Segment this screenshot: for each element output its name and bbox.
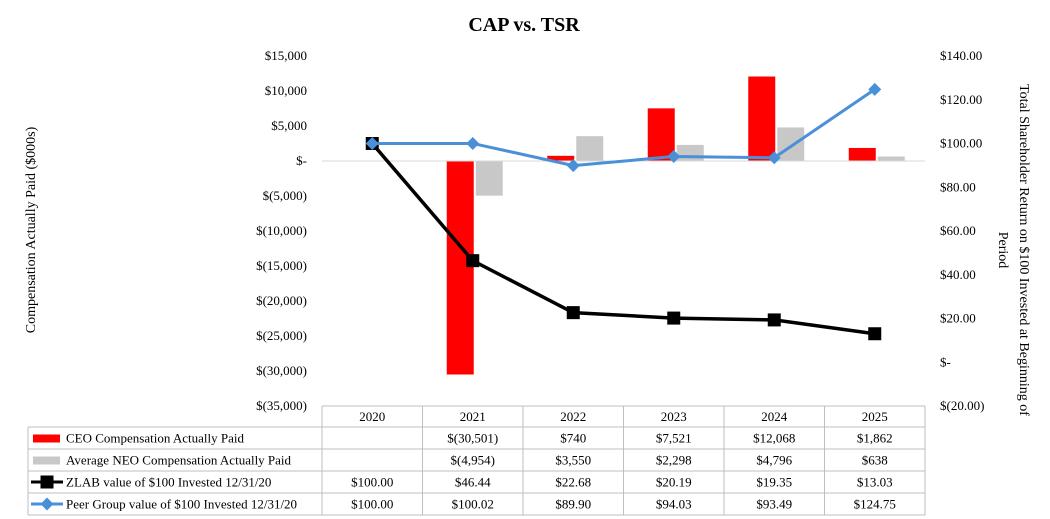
table-cell-value: $638 <box>862 453 888 468</box>
ceo-cap-bar <box>547 155 575 161</box>
table-cell-value: $89.90 <box>555 497 591 512</box>
neo-cap-bar <box>777 127 805 161</box>
right-tick-label: $100.00 <box>940 136 982 151</box>
table-cell-value: $1,862 <box>857 431 893 446</box>
table-cell-value: $100.02 <box>452 497 494 512</box>
right-axis-title-line1: Total Shareholder Return on $100 Investe… <box>1016 84 1031 416</box>
zlab-tsr-point <box>466 254 480 268</box>
right-tick-label: $60.00 <box>940 223 976 238</box>
table-cell-value: $124.75 <box>854 497 896 512</box>
legend-key-marker <box>40 497 54 511</box>
table-cell-value: $20.19 <box>656 475 692 490</box>
zlab-tsr-point <box>868 327 882 341</box>
table-cell-value: $3,550 <box>555 453 591 468</box>
peer-tsr-point <box>667 150 681 164</box>
x-category-label: 2020 <box>359 409 385 424</box>
x-category-label: 2022 <box>560 409 586 424</box>
ceo-cap-bar <box>748 76 776 161</box>
left-tick-label: $15,000 <box>265 48 307 63</box>
legend-label: CEO Compensation Actually Paid <box>66 431 245 446</box>
table-cell-value: $7,521 <box>656 431 692 446</box>
table-cell-value: $100.00 <box>351 497 393 512</box>
chart-title: CAP vs. TSR <box>468 14 580 36</box>
table-cell-value: $94.03 <box>656 497 692 512</box>
table-cell-value: $93.49 <box>756 497 792 512</box>
neo-cap-bar <box>576 136 604 161</box>
neo-cap-bar <box>475 161 503 196</box>
legend-label: Average NEO Compensation Actually Paid <box>66 453 292 468</box>
left-tick-label: $(20,000) <box>256 293 307 308</box>
table-cell-value: $4,796 <box>756 453 792 468</box>
table-cell-value: $12,068 <box>753 431 795 446</box>
left-tick-label: $(30,000) <box>256 363 307 378</box>
x-category-label: 2025 <box>862 409 888 424</box>
right-tick-label: $80.00 <box>940 179 976 194</box>
zlab-tsr-point <box>667 311 681 325</box>
peer-tsr-point <box>767 151 781 165</box>
left-tick-label: $- <box>296 153 307 168</box>
zlab-tsr-line <box>370 142 875 336</box>
x-category-label: 2023 <box>661 409 687 424</box>
left-tick-label: $(5,000) <box>263 188 307 203</box>
left-tick-label: $5,000 <box>271 118 307 133</box>
table-cell-value: $22.68 <box>555 475 591 490</box>
right-tick-label: $(20.00) <box>940 398 984 413</box>
right-axis-ticks: $140.00 $120.00 $100.00 $80.00 $60.00 $40.00 $… <box>940 48 984 413</box>
table-cell-value: $(30,501) <box>447 431 498 446</box>
table-cell-value: $19.35 <box>756 475 792 490</box>
left-axis-ticks: $15,000 $10,000 $5,000 $- $(5,000) $(10,000) $… <box>256 48 307 413</box>
table-cell-value: $100.00 <box>351 475 393 490</box>
peer-tsr-point <box>466 136 480 150</box>
peer-tsr-point <box>365 137 379 150</box>
peer-tsr-point <box>868 82 882 96</box>
plot-area <box>322 76 925 375</box>
legend-key-marker <box>40 475 54 489</box>
left-tick-label: $(15,000) <box>256 258 307 273</box>
table-cell-value: $740 <box>560 431 586 446</box>
right-tick-label: $120.00 <box>940 92 982 107</box>
zlab-tsr-point <box>566 306 580 320</box>
left-tick-label: $(35,000) <box>256 398 307 413</box>
table-cell-value: $(4,954) <box>451 453 495 468</box>
neo-cap-bar <box>877 156 905 161</box>
right-tick-label: $20.00 <box>940 311 976 326</box>
data-table: 2020 2021 2022 2023 2024 2025 CEO Compensation… <box>27 405 926 516</box>
table-cell-value: $2,298 <box>656 453 692 468</box>
table-cell-value: $13.03 <box>857 475 893 490</box>
neo-cap-bar <box>676 144 704 161</box>
left-axis-title: Compensation Actually Paid ($000s) <box>24 126 39 333</box>
ceo-cap-bar <box>446 161 474 375</box>
right-axis-title-line2: Period <box>995 232 1010 269</box>
left-tick-label: $(10,000) <box>256 223 307 238</box>
legend-key-bar <box>33 456 60 465</box>
peer-tsr-point <box>566 159 580 173</box>
right-tick-label: $40.00 <box>940 267 976 282</box>
right-tick-label: $140.00 <box>940 48 982 63</box>
zlab-tsr-point <box>767 313 781 327</box>
legend-label: Peer Group value of $100 Invested 12/31/… <box>66 497 297 512</box>
x-category-label: 2021 <box>460 409 486 424</box>
left-tick-label: $10,000 <box>265 83 307 98</box>
right-tick-label: $- <box>940 354 951 369</box>
legend-label: ZLAB value of $100 Invested 12/31/20 <box>66 475 271 490</box>
left-tick-label: $(25,000) <box>256 328 307 343</box>
peer-tsr-line <box>372 88 876 168</box>
ceo-cap-bar <box>647 108 675 161</box>
table-cell-value: $46.44 <box>455 475 491 490</box>
ceo-cap-bar <box>848 147 876 161</box>
legend-key-bar <box>33 434 60 443</box>
x-category-label: 2024 <box>761 409 788 424</box>
